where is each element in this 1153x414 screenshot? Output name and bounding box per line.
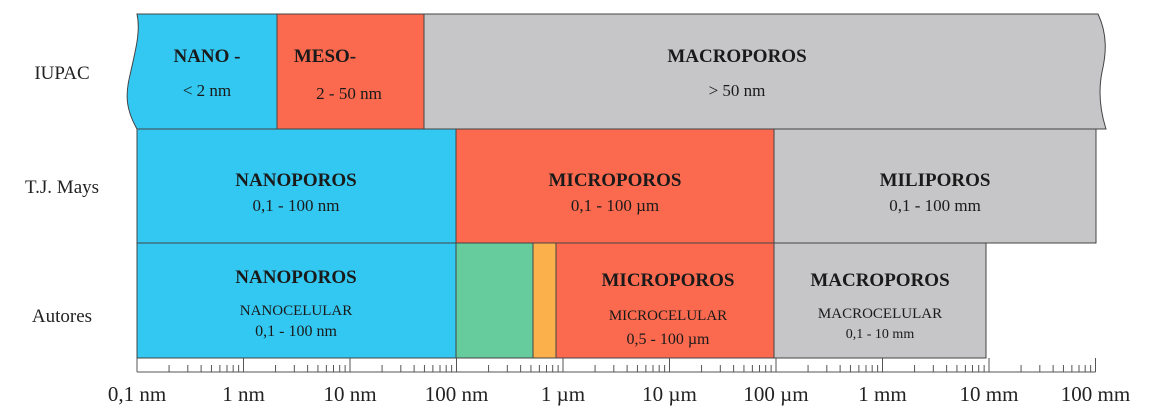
- autores-micro-sub: MICROCELULAR: [609, 308, 727, 324]
- autores-green-block: [455, 242, 534, 359]
- mays-micro-range: 0,1 - 100 µm: [571, 196, 659, 215]
- axis-tick-label: 10 nm: [323, 382, 376, 406]
- mays-mili-block: [773, 128, 1097, 244]
- axis-tick-label: 0,1 nm: [108, 382, 166, 406]
- mays-nano-range: 0,1 - 100 nm: [253, 196, 340, 215]
- iupac-nano-range: < 2 nm: [183, 81, 231, 100]
- mays-micro-block: [455, 128, 775, 244]
- autores-nano-range: 0,1 - 100 nm: [255, 323, 337, 340]
- autores-macro-range: 0,1 - 10 mm: [846, 327, 915, 342]
- axis-tick-label: 100 µm: [743, 382, 808, 406]
- autores-macro-block: [773, 242, 987, 359]
- autores-nano-title: NANOPOROS: [235, 267, 356, 288]
- iupac-nano-title: NANO -: [173, 46, 240, 67]
- axis-tick-labels: 0,1 nm 1 nm 10 nm 100 nm 1 µm 10 µm 100 µm 1 mm…: [108, 382, 1130, 406]
- axis-tick-label: 1 µm: [541, 382, 585, 406]
- autores-micro-block: [555, 242, 775, 359]
- iupac-macro-title: MACROPOROS: [667, 46, 806, 67]
- autores-orange-block: [532, 242, 557, 359]
- mays-nano-title: NANOPOROS: [235, 170, 356, 191]
- autores-nano-block: [136, 242, 457, 359]
- iupac-macro-block: [423, 13, 1107, 130]
- axis-tick-label: 1 nm: [222, 382, 265, 406]
- log-scale-axis: [136, 358, 1096, 373]
- mays-nano-block: [136, 128, 457, 244]
- row-label-autores: Autores: [32, 306, 92, 327]
- autores-nano-sub: NANOCELULAR: [240, 303, 353, 319]
- autores-micro-range: 0,5 - 100 µm: [627, 331, 711, 348]
- autores-macro-sub: MACROCELULAR: [818, 306, 942, 322]
- axis-tick-label: 10 mm: [960, 382, 1019, 406]
- mays-micro-title: MICROPOROS: [549, 170, 682, 191]
- iupac-nano-block: [126, 13, 278, 130]
- row-label-mays: T.J. Mays: [25, 177, 99, 198]
- row-label-iupac: IUPAC: [34, 63, 89, 84]
- iupac-meso-title: MESO-: [294, 46, 356, 67]
- axis-tick-label: 1 mm: [858, 382, 906, 406]
- mays-mili-range: 0,1 - 100 mm: [889, 196, 981, 215]
- autores-macro-title: MACROPOROS: [810, 270, 949, 291]
- axis-tick-label: 100 nm: [425, 382, 489, 406]
- autores-micro-title: MICROPOROS: [602, 270, 735, 291]
- mays-mili-title: MILIPOROS: [880, 170, 991, 191]
- iupac-macro-range: > 50 nm: [709, 81, 766, 100]
- iupac-meso-range: 2 - 50 nm: [316, 84, 382, 103]
- iupac-meso-block: [276, 13, 425, 130]
- axis-tick-label: 10 µm: [642, 382, 697, 406]
- axis-tick-label: 100 mm: [1061, 382, 1130, 406]
